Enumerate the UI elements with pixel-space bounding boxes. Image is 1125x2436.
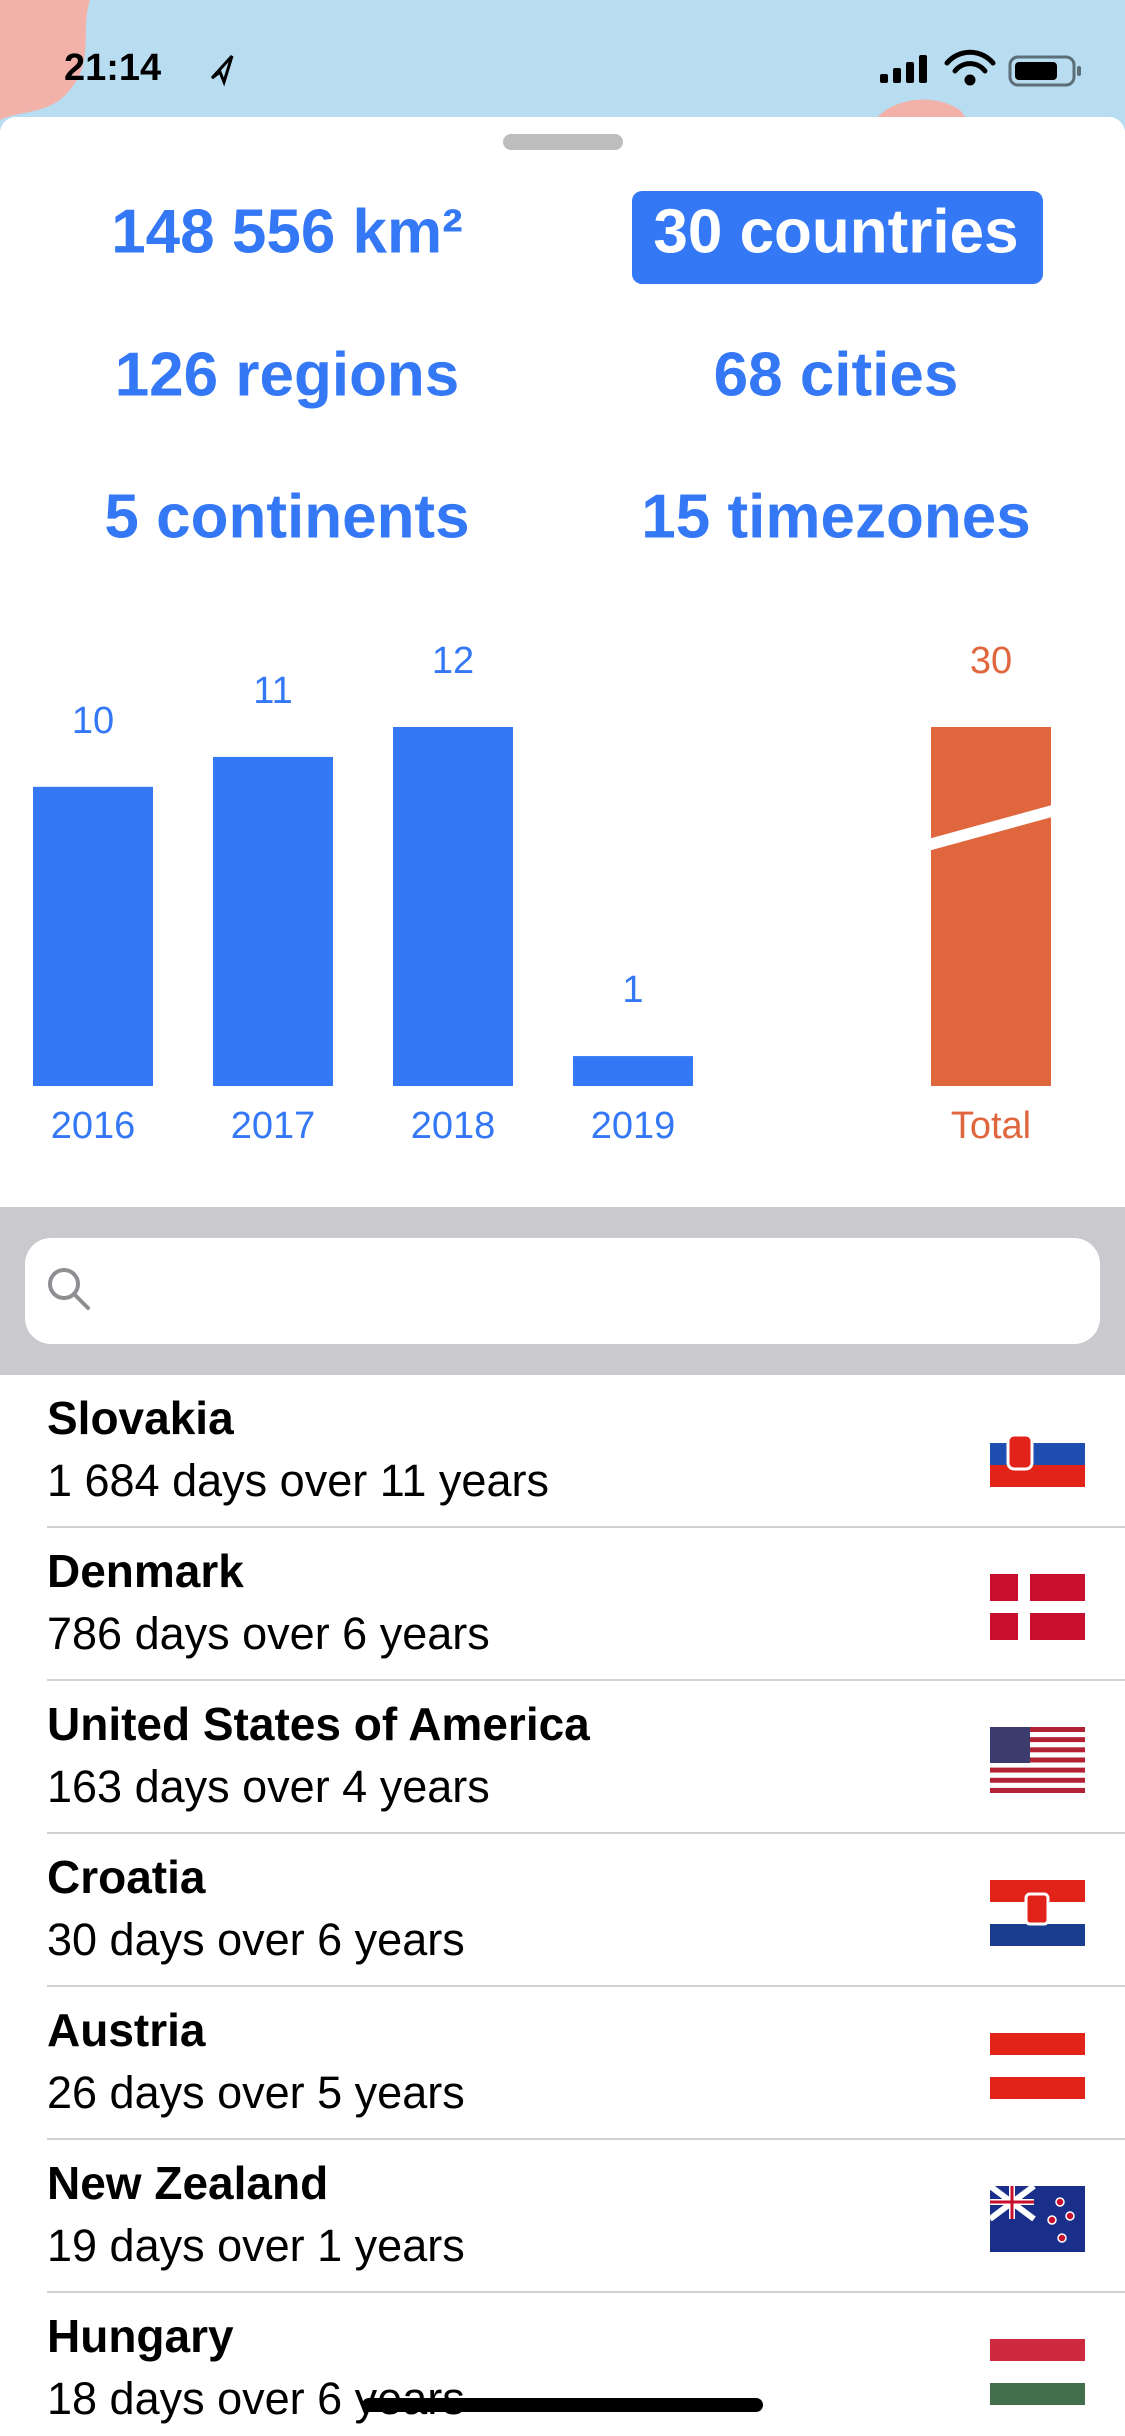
stat[interactable]: 68 cities — [714, 340, 959, 409]
country-row[interactable]: United States of America 163 days over 4 … — [47, 1698, 1125, 1834]
flag-stripe — [990, 1421, 1085, 1443]
search-icon — [48, 1268, 90, 1310]
flag-star — [1057, 2233, 1067, 2243]
flag-emblem — [1006, 1433, 1034, 1471]
status-time: 21:14 — [64, 47, 161, 89]
x-tick-label: 2016 — [51, 1105, 136, 1147]
flag-stripe — [990, 2339, 1085, 2361]
flag-stripe — [990, 2077, 1085, 2099]
flag — [990, 1574, 1085, 1640]
flag-stripe — [990, 1787, 1085, 1793]
flag-stripe — [990, 1762, 1085, 1768]
stat[interactable]: 15 timezones — [641, 482, 1030, 551]
flag-union — [990, 2186, 1034, 2219]
country-name: United States of America — [47, 1698, 590, 1750]
search-field[interactable] — [25, 1238, 1100, 1344]
flag — [990, 1421, 1085, 1487]
value-label: 11 — [253, 670, 292, 712]
country-row[interactable]: Denmark 786 days over 6 years — [47, 1545, 1125, 1681]
country-name: Austria — [47, 2004, 206, 2056]
flag-stripe — [990, 1747, 1085, 1753]
country-row[interactable]: New Zealand 19 days over 1 years — [47, 2157, 1125, 2293]
stat[interactable]: 30 countries — [653, 197, 1018, 266]
x-tick-label: 2017 — [231, 1105, 316, 1147]
flag-star — [1047, 2215, 1057, 2225]
flag-stripe — [990, 1767, 1085, 1773]
flag-emblem — [1024, 1892, 1050, 1926]
flag — [990, 1880, 1085, 1946]
flag-stripe — [990, 1465, 1085, 1487]
value-label: 10 — [72, 700, 114, 742]
flag-stripe — [990, 1777, 1085, 1783]
flag — [988, 2183, 1085, 2252]
flag-canton — [990, 1727, 1030, 1763]
flag-stripe — [990, 1443, 1085, 1465]
value-label: 1 — [622, 969, 643, 1011]
flag-stripe — [990, 1757, 1085, 1763]
home-indicator — [362, 2398, 763, 2412]
country-detail: 786 days over 6 years — [47, 1608, 490, 1659]
country-row[interactable]: Slovakia 1 684 days over 11 years — [47, 1392, 1125, 1528]
bar — [393, 727, 513, 1086]
country-name: Hungary — [47, 2310, 234, 2362]
battery-icon — [1008, 55, 1076, 87]
location-icon — [210, 54, 234, 87]
flag-stripe — [990, 2033, 1085, 2055]
battery-level — [1015, 62, 1057, 80]
bar — [573, 1056, 693, 1086]
signal-icon — [880, 55, 927, 83]
x-tick-label: Total — [951, 1105, 1031, 1147]
battery-tip — [1077, 66, 1081, 76]
selected-stat-background — [632, 191, 1043, 284]
flag-stripe — [990, 1732, 1085, 1738]
bar — [33, 786, 153, 1086]
flag-stripe — [990, 1752, 1085, 1758]
country-name: New Zealand — [47, 2157, 328, 2209]
flag-stripe — [990, 2361, 1085, 2383]
stat[interactable]: 5 continents — [104, 482, 469, 551]
x-tick-label: 2019 — [591, 1105, 676, 1147]
bar — [213, 756, 333, 1086]
country-name: Slovakia — [47, 1392, 234, 1444]
flag-star — [1065, 2211, 1075, 2221]
flag-cross — [990, 1601, 1085, 1613]
country-detail: 30 days over 6 years — [47, 1914, 465, 1965]
country-detail: 26 days over 5 years — [47, 2067, 465, 2118]
country-name: Croatia — [47, 1851, 206, 1903]
bar — [931, 727, 1051, 1086]
flag-stripe — [990, 2055, 1085, 2077]
country-detail: 1 684 days over 11 years — [47, 1455, 549, 1506]
stat[interactable]: 126 regions — [115, 340, 460, 409]
flag — [990, 2339, 1085, 2405]
country-detail: 163 days over 4 years — [47, 1761, 490, 1812]
flag-stripe — [990, 2383, 1085, 2405]
stat[interactable]: 148 556 km² — [111, 197, 463, 266]
flag — [990, 1727, 1085, 1793]
x-tick-label: 2018 — [411, 1105, 496, 1147]
flag-star — [1055, 2197, 1065, 2207]
country-name: Denmark — [47, 1545, 244, 1597]
country-row[interactable]: Austria 26 days over 5 years — [47, 2004, 1125, 2140]
map-region — [0, 0, 90, 120]
country-detail: 19 days over 1 years — [47, 2220, 465, 2271]
flag-stripe — [990, 1924, 1085, 1946]
wifi-icon — [944, 49, 996, 86]
country-row[interactable]: Croatia 30 days over 6 years — [47, 1851, 1125, 1987]
country-list: Slovakia 1 684 days over 11 years Denmark 7… — [47, 1392, 1125, 2424]
flag-stripe — [990, 1880, 1085, 1902]
bar-break — [929, 804, 1053, 851]
flag-stripe — [990, 1727, 1085, 1733]
value-label: 12 — [432, 640, 474, 682]
flag-stripe — [990, 1742, 1085, 1748]
sheet-handle[interactable] — [503, 134, 623, 150]
flag-stripe — [990, 1737, 1085, 1743]
flag-stripe — [990, 1772, 1085, 1778]
flag — [990, 2033, 1085, 2099]
value-label: 30 — [970, 640, 1012, 682]
flag-stripe — [990, 1782, 1085, 1788]
